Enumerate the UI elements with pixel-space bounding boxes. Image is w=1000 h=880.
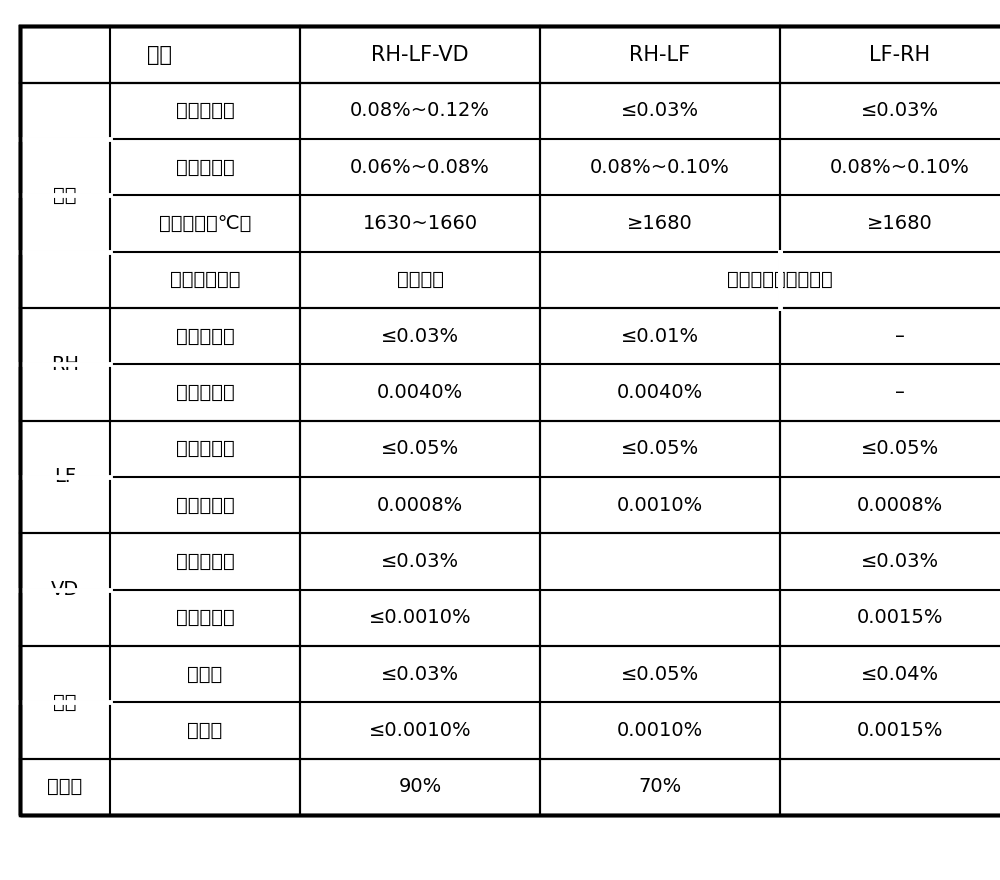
- Text: 0.0008%: 0.0008%: [857, 495, 943, 515]
- Text: ≤0.04%: ≤0.04%: [861, 664, 939, 684]
- Text: 出钢氧含量: 出钢氧含量: [176, 158, 234, 177]
- Text: 0.0015%: 0.0015%: [857, 608, 943, 627]
- Text: ≥1680: ≥1680: [867, 214, 933, 233]
- Text: 1630~1660: 1630~1660: [362, 214, 478, 233]
- Text: ≤0.05%: ≤0.05%: [621, 439, 699, 458]
- Text: ≤0.05%: ≤0.05%: [381, 439, 459, 458]
- Text: ≤0.03%: ≤0.03%: [381, 552, 459, 571]
- Text: ≤0.0010%: ≤0.0010%: [369, 721, 471, 740]
- Text: 0.06%~0.08%: 0.06%~0.08%: [350, 158, 490, 177]
- Text: RH-LF-VD: RH-LF-VD: [371, 45, 469, 64]
- Text: 0.08%~0.10%: 0.08%~0.10%: [590, 158, 730, 177]
- Text: 工艺: 工艺: [148, 45, 173, 64]
- Text: ≤0.03%: ≤0.03%: [861, 552, 939, 571]
- Text: 0.0008%: 0.0008%: [377, 495, 463, 515]
- Text: ≤0.0010%: ≤0.0010%: [369, 608, 471, 627]
- Text: ≤0.03%: ≤0.03%: [861, 101, 939, 121]
- Text: 出站硫含量: 出站硫含量: [176, 608, 234, 627]
- Text: 终点: 终点: [53, 693, 77, 712]
- Text: 出站碳含量: 出站碳含量: [176, 552, 234, 571]
- Text: –: –: [895, 383, 905, 402]
- Text: ≤0.03%: ≤0.03%: [381, 326, 459, 346]
- Text: 出站硫含量: 出站硫含量: [176, 383, 234, 402]
- Text: RH: RH: [51, 355, 79, 374]
- Text: VD: VD: [51, 580, 79, 599]
- Text: 连续生产情况: 连续生产情况: [170, 270, 240, 290]
- Text: 为保护炉衬间隔炼钢: 为保护炉衬间隔炼钢: [727, 270, 833, 290]
- Bar: [20, 26, 1000, 815]
- Text: LF-RH: LF-RH: [869, 45, 931, 64]
- Text: –: –: [895, 326, 905, 346]
- Text: ≥1680: ≥1680: [627, 214, 693, 233]
- Text: 连续生产: 连续生产: [397, 270, 444, 290]
- Text: 转炉: 转炉: [53, 186, 77, 205]
- Text: 出钢温度（℃）: 出钢温度（℃）: [159, 214, 251, 233]
- Text: 出站碳含量: 出站碳含量: [176, 439, 234, 458]
- Text: ≤0.05%: ≤0.05%: [621, 664, 699, 684]
- Text: 碳含量: 碳含量: [187, 664, 223, 684]
- Text: 70%: 70%: [638, 777, 682, 796]
- Bar: [20, 26, 1000, 815]
- Text: 硫含量: 硫含量: [187, 721, 223, 740]
- Text: 合格率: 合格率: [47, 777, 83, 796]
- Text: 90%: 90%: [398, 777, 442, 796]
- Text: RH-LF: RH-LF: [629, 45, 691, 64]
- Text: 0.08%~0.12%: 0.08%~0.12%: [350, 101, 490, 121]
- Text: 0.0010%: 0.0010%: [617, 721, 703, 740]
- Text: ≤0.05%: ≤0.05%: [861, 439, 939, 458]
- Text: ≤0.03%: ≤0.03%: [621, 101, 699, 121]
- Text: 出钢碳含量: 出钢碳含量: [176, 101, 234, 121]
- Text: LF: LF: [54, 467, 76, 487]
- Bar: [20, 26, 1000, 815]
- Text: 0.0040%: 0.0040%: [617, 383, 703, 402]
- Text: 0.0010%: 0.0010%: [617, 495, 703, 515]
- Text: ≤0.01%: ≤0.01%: [621, 326, 699, 346]
- Text: 出站碳含量: 出站碳含量: [176, 326, 234, 346]
- Text: 0.0015%: 0.0015%: [857, 721, 943, 740]
- Text: 0.08%~0.10%: 0.08%~0.10%: [830, 158, 970, 177]
- Text: 0.0040%: 0.0040%: [377, 383, 463, 402]
- Text: ≤0.03%: ≤0.03%: [381, 664, 459, 684]
- Text: 出站硫含量: 出站硫含量: [176, 495, 234, 515]
